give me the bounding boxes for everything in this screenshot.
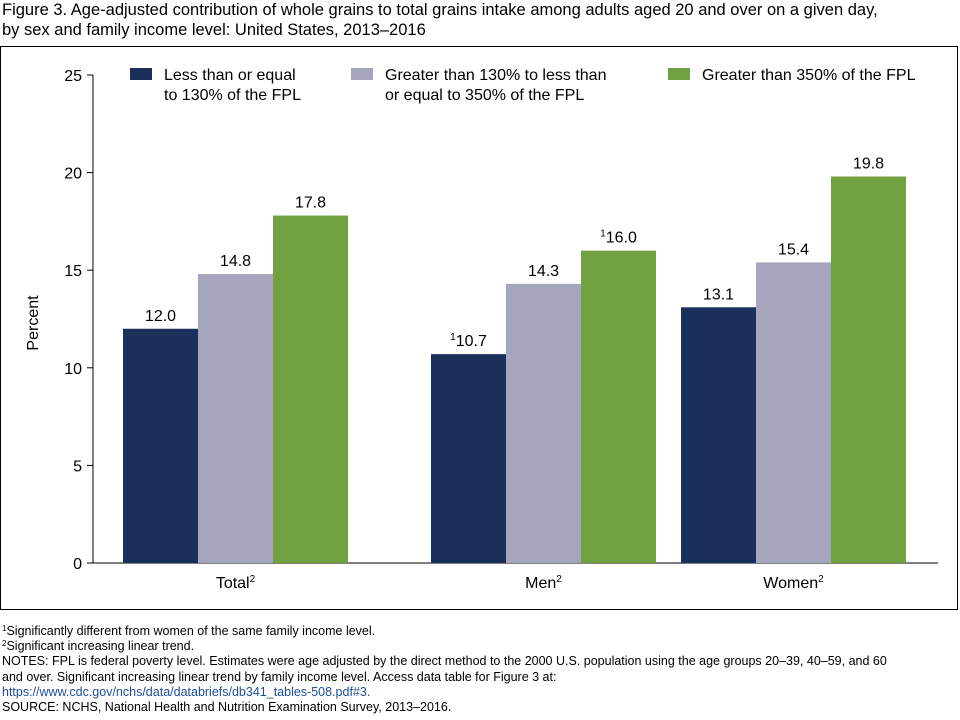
legend-swatch (351, 68, 373, 80)
bar (431, 354, 506, 563)
bar (581, 250, 656, 563)
legend-swatch (668, 68, 690, 80)
data-label: 110.7 (450, 332, 487, 350)
footnote-2-marker: 2 (2, 639, 7, 649)
chart-frame (0, 46, 958, 610)
legend-swatch (130, 68, 152, 80)
figure-title-line-2: by sex and family income level: United S… (2, 21, 426, 39)
data-table-link[interactable]: https://www.cdc.gov/nchs/data/databriefs… (2, 684, 371, 699)
y-tick-label: 15 (64, 263, 82, 280)
data-table-link-line: https://www.cdc.gov/nchs/data/databriefs… (2, 685, 958, 700)
footnotes: 1Significantly different from women of t… (2, 624, 958, 715)
bar (198, 274, 273, 563)
footnote-1-marker: 1 (2, 624, 7, 633)
bar (681, 307, 756, 563)
legend-label: or equal to 350% of the FPL (385, 87, 584, 104)
figure-title: Figure 3. Age-adjusted contribution of w… (2, 0, 958, 40)
data-label: 12.0 (145, 308, 176, 325)
figure-title-line-1: Figure 3. Age-adjusted contribution of w… (2, 1, 878, 19)
y-tick-label: 10 (64, 361, 82, 378)
footnote-1-text: Significantly different from women of th… (6, 624, 376, 638)
x-tick-label: Men2 (525, 574, 562, 592)
x-tick-label: Women2 (763, 574, 824, 592)
source-line: SOURCE: NCHS, National Health and Nutrit… (2, 700, 452, 715)
footnote-1: 1Significantly different from women of t… (2, 624, 958, 639)
data-label: 19.8 (853, 156, 884, 173)
x-tick-label: Total2 (216, 574, 256, 592)
data-label: 14.8 (220, 253, 251, 270)
y-axis-title: Percent (25, 295, 42, 351)
notes-line-2: and over. Significant increasing linear … (2, 669, 557, 684)
y-tick-label: 25 (64, 68, 82, 85)
bar (756, 262, 831, 563)
y-tick-label: 5 (73, 458, 82, 475)
legend-label: Less than or equal (164, 67, 296, 84)
y-tick-label: 20 (64, 166, 82, 183)
footnote-2: 2Significant increasing linear trend. (2, 639, 958, 654)
bar (506, 283, 581, 563)
data-label: 14.3 (528, 263, 559, 280)
data-label: 116.0 (600, 229, 637, 247)
y-tick-label: 0 (73, 556, 82, 573)
bar-chart: 0 5 10 15 20 25 Percent 12.0 14.8 17.8 Total2 110.7… (25, 67, 938, 592)
legend-label: to 130% of the FPL (164, 87, 301, 104)
data-label: 13.1 (703, 286, 734, 303)
bar (273, 215, 348, 563)
data-label: 15.4 (778, 241, 809, 258)
bar (123, 328, 198, 563)
notes-line-1: NOTES: FPL is federal poverty level. Est… (2, 654, 887, 669)
footnote-2-text: Significant increasing linear trend. (6, 639, 195, 654)
data-label: 17.8 (295, 195, 326, 212)
legend-label: Greater than 350% of the FPL (702, 67, 916, 84)
legend-label: Greater than 130% to less than (385, 67, 606, 84)
bar (831, 176, 906, 563)
